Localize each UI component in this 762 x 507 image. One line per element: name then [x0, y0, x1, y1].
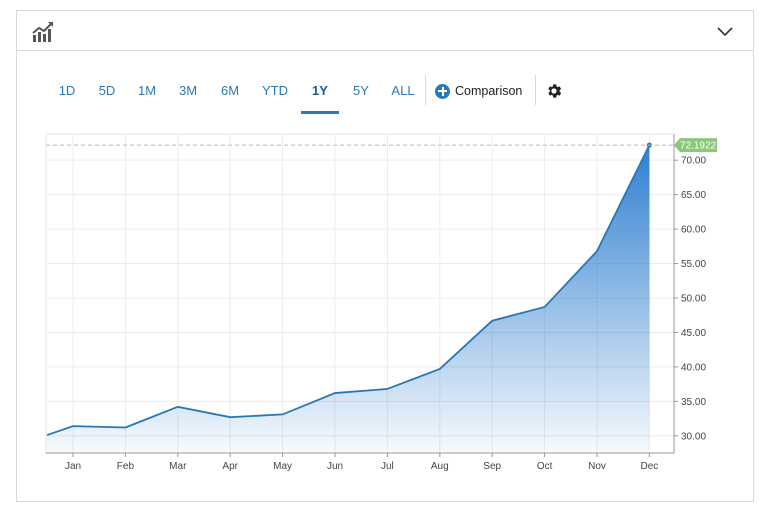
range-6m-button[interactable]: 6M	[220, 83, 240, 98]
x-tick-label: Sep	[483, 461, 501, 472]
range-1y-button[interactable]: 1Y	[312, 83, 328, 98]
y-tick-label: 45.00	[681, 328, 706, 339]
y-tick-label: 30.00	[681, 431, 706, 442]
gear-icon[interactable]	[545, 82, 563, 100]
x-tick-label: Jun	[327, 461, 343, 472]
y-tick-label: 70.00	[681, 156, 706, 167]
chevron-down-icon[interactable]	[715, 21, 735, 41]
x-tick-label: May	[273, 461, 292, 472]
range-5d-button[interactable]: 5D	[98, 83, 116, 98]
active-range-indicator	[301, 111, 339, 114]
y-tick-label: 35.00	[681, 397, 706, 408]
x-tick-label: Jan	[65, 461, 81, 472]
x-tick-label: Dec	[641, 461, 659, 472]
comparison-label: Comparison	[455, 84, 523, 98]
panel-header	[17, 11, 753, 51]
range-3m-button[interactable]: 3M	[178, 83, 198, 98]
x-tick-label: Aug	[431, 461, 449, 472]
x-tick-label: Mar	[169, 461, 187, 472]
x-tick-label: Apr	[222, 461, 238, 472]
toolbar-divider	[425, 75, 426, 105]
y-tick-label: 55.00	[681, 259, 706, 270]
last-price-badge	[674, 138, 717, 153]
range-1m-button[interactable]: 1M	[137, 83, 157, 98]
toolbar-divider	[535, 75, 536, 105]
y-tick-label: 50.00	[681, 293, 706, 304]
range-all-button[interactable]: ALL	[391, 83, 415, 98]
y-tick-label: 40.00	[681, 362, 706, 373]
price-area	[47, 145, 650, 453]
y-tick-label: 60.00	[681, 225, 706, 236]
y-tick-label: 65.00	[681, 190, 706, 201]
x-tick-label: Feb	[117, 461, 135, 472]
x-tick-label: Jul	[381, 461, 394, 472]
chart-trend-icon	[32, 22, 53, 42]
plus-circle-icon	[435, 83, 450, 99]
range-1d-button[interactable]: 1D	[58, 83, 76, 98]
x-tick-label: Oct	[537, 461, 553, 472]
range-ytd-button[interactable]: YTD	[262, 83, 288, 98]
x-tick-label: Nov	[588, 461, 606, 472]
range-5y-button[interactable]: 5Y	[353, 83, 369, 98]
last-price-label: 72.1922	[680, 141, 717, 152]
comparison-button[interactable]: Comparison	[435, 77, 522, 105]
